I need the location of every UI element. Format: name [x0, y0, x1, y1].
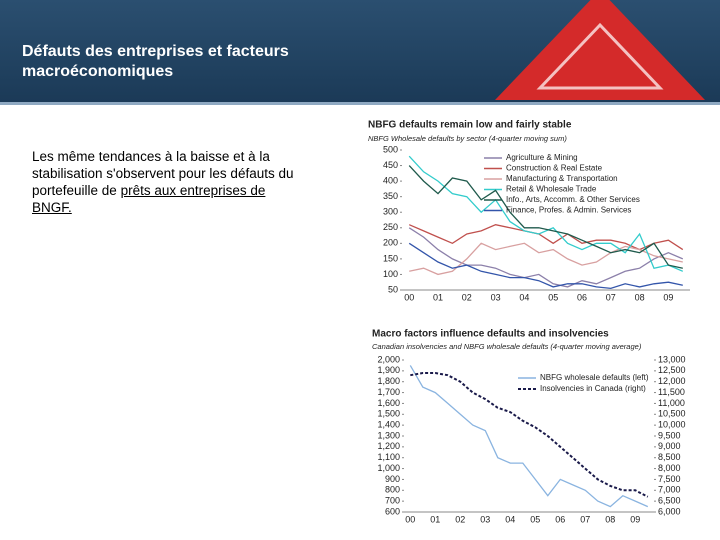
y-tick-label: 2,000 [377, 354, 400, 364]
y2-tick-label: 11,000 [658, 398, 685, 408]
x-tick-label: 03 [491, 292, 501, 302]
y-tick-label: 200 [383, 238, 398, 248]
x-tick-label: 06 [577, 292, 587, 302]
legend-label: Finance, Profes. & Admin. Services [506, 206, 631, 215]
body-text: Les même tendances à la baisse et à la s… [32, 148, 302, 216]
y2-tick-label: 8,500 [658, 452, 681, 462]
x-tick-label: 08 [605, 514, 615, 524]
x-tick-label: 05 [548, 292, 558, 302]
y-tick-label: 1,200 [377, 441, 400, 451]
x-tick-label: 00 [405, 514, 415, 524]
x-tick-label: 01 [430, 514, 440, 524]
y-tick-label: 1,100 [377, 452, 400, 462]
body-text-part: Les même tendances à la baisse et à la s… [32, 149, 294, 198]
x-tick-label: 09 [630, 514, 640, 524]
legend-label: Retail & Wholesale Trade [506, 185, 597, 194]
legend-label: Agriculture & Mining [506, 153, 578, 162]
y-tick-label: 250 [383, 222, 398, 232]
x-tick-label: 07 [580, 514, 590, 524]
y2-tick-label: 11,500 [658, 387, 685, 397]
x-tick-label: 02 [462, 292, 472, 302]
y-tick-label: 1,000 [377, 463, 400, 473]
series-line [408, 165, 683, 269]
y2-tick-label: 8,000 [658, 463, 681, 473]
y-tick-label: 150 [383, 253, 398, 263]
y-tick-label: 1,300 [377, 430, 400, 440]
x-tick-label: 04 [505, 514, 515, 524]
y-tick-label: 900 [385, 474, 400, 484]
y2-tick-label: 9,500 [658, 430, 681, 440]
x-tick-label: 02 [455, 514, 465, 524]
x-tick-label: 00 [404, 292, 414, 302]
chart-title: NBFG defaults remain low and fairly stab… [368, 120, 572, 131]
y2-tick-label: 10,500 [658, 409, 686, 419]
y2-tick-label: 12,000 [658, 376, 686, 386]
y-tick-label: 350 [383, 191, 398, 201]
x-tick-label: 07 [606, 292, 616, 302]
legend-label: Construction & Real Estate [506, 164, 603, 173]
legend-label: Insolvencies in Canada (right) [540, 384, 646, 393]
y-tick-label: 1,700 [377, 387, 400, 397]
y-tick-label: 600 [385, 506, 400, 516]
series-line [410, 372, 649, 498]
x-tick-label: 09 [663, 292, 673, 302]
y2-tick-label: 6,500 [658, 496, 681, 506]
series-line [408, 227, 684, 288]
y-tick-label: 400 [383, 175, 398, 185]
legend-label: Info., Arts, Accomm. & Other Services [506, 195, 640, 204]
x-tick-label: 08 [635, 292, 645, 302]
y2-tick-label: 10,000 [658, 420, 686, 430]
logo-inner [536, 22, 664, 90]
body-link: prêts aux entreprises de BNGF. [32, 183, 266, 215]
series-line [409, 365, 649, 508]
x-tick-label: 06 [555, 514, 565, 524]
y-tick-label: 800 [385, 485, 400, 495]
chart-frame [348, 106, 704, 304]
series-line [409, 242, 683, 276]
legend-label: NBFG wholesale defaults (left) [540, 373, 649, 382]
y-tick-label: 1,400 [377, 420, 400, 430]
y-tick-label: 1,500 [377, 409, 400, 419]
series-line [408, 155, 684, 272]
y-tick-label: 1,600 [377, 398, 400, 408]
x-tick-label: 05 [530, 514, 540, 524]
y-tick-label: 1,900 [377, 365, 400, 375]
y2-tick-label: 12,500 [658, 365, 686, 375]
y-tick-label: 450 [383, 160, 398, 170]
chart-title: Macro factors influence defaults and ins… [372, 329, 609, 340]
series-line [408, 242, 683, 290]
y-tick-label: 100 [383, 269, 398, 279]
x-tick-label: 01 [433, 292, 443, 302]
y2-tick-label: 7,500 [658, 474, 681, 484]
y2-tick-label: 9,000 [658, 441, 681, 451]
y-tick-label: 300 [383, 207, 398, 217]
y-tick-label: 1,800 [377, 376, 400, 386]
x-tick-label: 04 [519, 292, 529, 302]
y2-tick-label: 13,000 [658, 354, 686, 364]
chart-subtitle: NBFG Wholesale defaults by sector (4-qua… [368, 134, 567, 143]
y-tick-label: 50 [388, 284, 398, 294]
y-tick-label: 500 [383, 144, 398, 154]
x-tick-label: 03 [480, 514, 490, 524]
y-tick-label: 700 [385, 496, 400, 506]
chart-subtitle: Canadian insolvencies and NBFG wholesale… [372, 342, 642, 351]
logo [495, 0, 705, 100]
y2-tick-label: 7,000 [658, 485, 681, 495]
y2-tick-label: 6,000 [658, 506, 681, 516]
legend-label: Manufacturing & Transportation [506, 174, 618, 183]
slide-title: Défauts des entreprises et facteurs macr… [22, 43, 289, 80]
